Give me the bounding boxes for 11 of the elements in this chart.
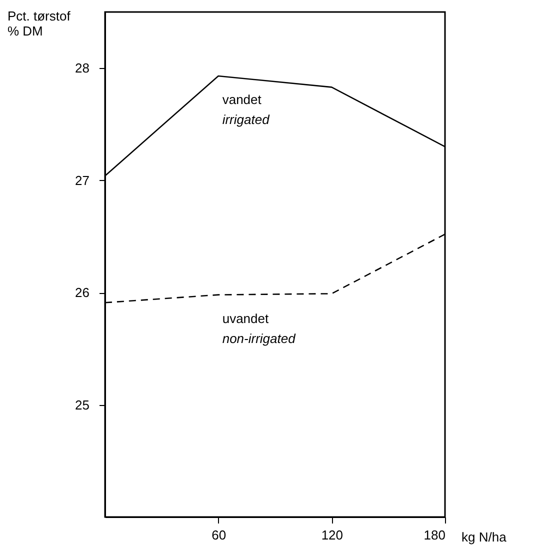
x-tick-label: 180: [424, 528, 446, 542]
y-tick-label: 25: [75, 397, 90, 412]
x-tick-label: 120: [321, 528, 344, 542]
series-label: uvandet non-irrigated: [222, 310, 296, 346]
series-label: vandet irrigated: [222, 92, 270, 127]
x-tick-label: 60: [212, 528, 226, 542]
x-axis-title: kg N/ha: [462, 530, 508, 544]
y-tick-label: 26: [75, 285, 90, 300]
y-axis-title: Pct. tørstof % DM: [8, 8, 71, 38]
y-tick-label: 27: [75, 172, 90, 188]
y-tick-label: 28: [75, 60, 90, 76]
